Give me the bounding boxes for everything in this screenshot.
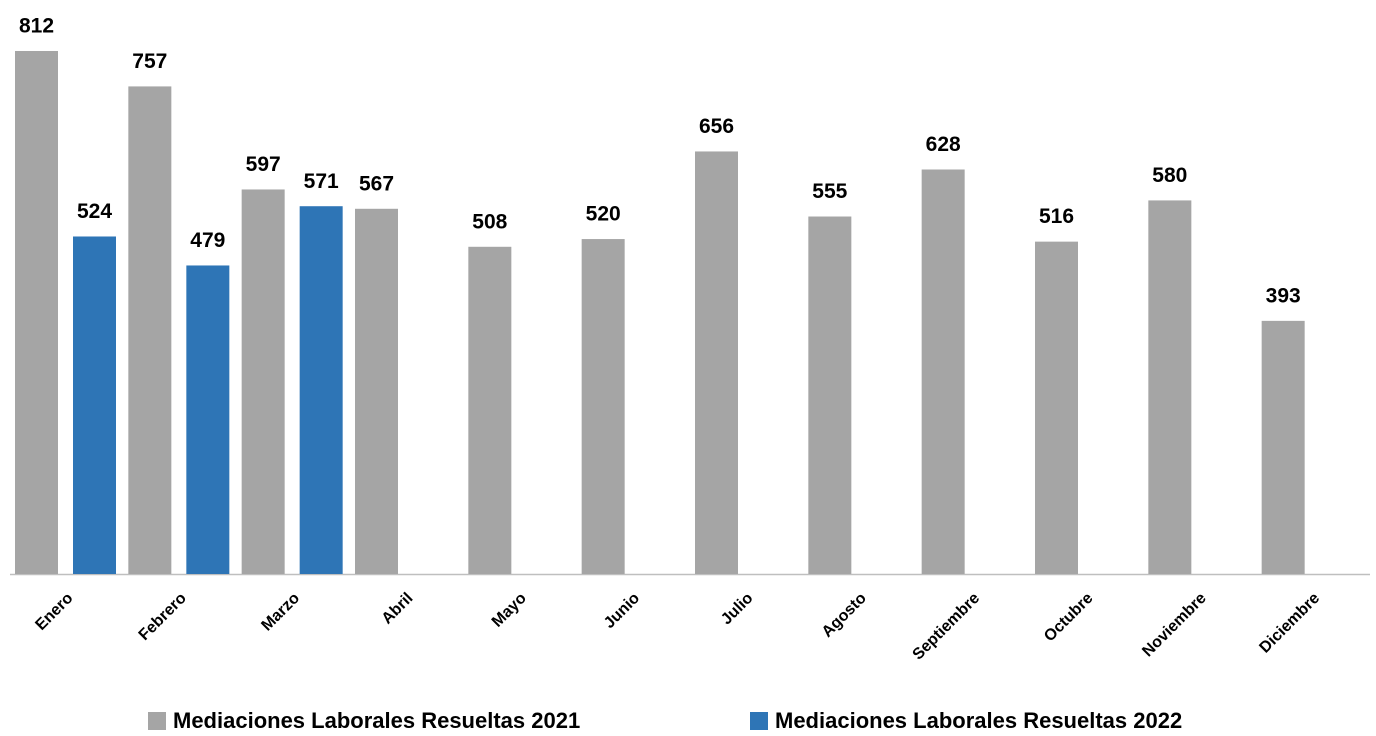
x-tick-label: Octubre [1041, 590, 1096, 645]
x-tick-label: Marzo [258, 590, 303, 635]
data-label: 597 [246, 153, 281, 176]
x-tick-label: Agosto [819, 590, 870, 641]
legend-label: Mediaciones Laborales Resueltas 2022 [775, 708, 1182, 733]
bar [581, 239, 625, 574]
bar [186, 265, 230, 574]
data-label: 393 [1266, 284, 1301, 307]
bar [921, 169, 965, 574]
bar [128, 86, 172, 574]
x-tick-label: Septiembre [910, 590, 984, 664]
data-label: 555 [812, 180, 847, 203]
bar [299, 206, 343, 574]
bar [695, 151, 738, 574]
data-label: 479 [190, 229, 225, 252]
x-tick-label: Abril [379, 590, 417, 628]
legend-label: Mediaciones Laborales Resueltas 2021 [173, 708, 580, 733]
x-tick-label: Julio [718, 590, 757, 629]
x-tick-label: Junio [601, 590, 643, 632]
bar [1035, 241, 1078, 574]
legend-swatch [148, 712, 166, 730]
x-tick-label: Febrero [136, 590, 190, 644]
data-label: 516 [1039, 205, 1074, 228]
data-label: 524 [77, 200, 112, 223]
data-label: 757 [132, 50, 167, 73]
bar [1148, 200, 1192, 574]
bar [15, 50, 58, 575]
x-tick-label: Diciembre [1256, 590, 1323, 657]
bar [241, 189, 285, 574]
bar [468, 246, 512, 574]
x-tick-label: Noviembre [1139, 590, 1210, 661]
x-tick-label: Mayo [489, 590, 530, 631]
data-label: 520 [586, 203, 621, 226]
legend-swatch [750, 712, 768, 730]
data-label: 567 [359, 172, 394, 195]
data-label: 580 [1152, 164, 1187, 187]
bar [1261, 320, 1305, 574]
x-tick-label: Enero [32, 590, 76, 634]
data-label: 812 [19, 15, 54, 38]
bar [73, 236, 116, 574]
data-label: 628 [926, 133, 961, 156]
data-label: 656 [699, 115, 734, 138]
data-label: 508 [472, 210, 507, 233]
data-label: 571 [304, 170, 339, 193]
bar [355, 208, 398, 574]
bar [808, 216, 852, 575]
